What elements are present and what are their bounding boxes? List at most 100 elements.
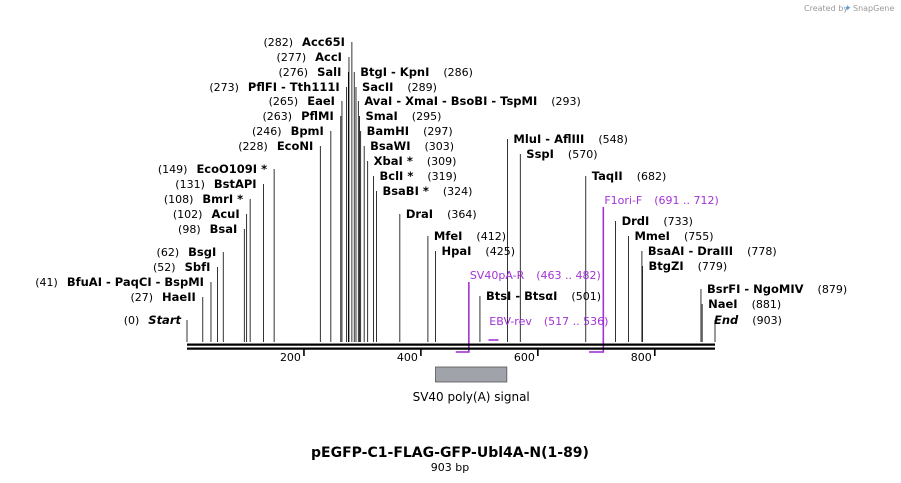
primer-name: F1ori-F xyxy=(604,194,642,207)
enzyme-name: EaeI xyxy=(307,94,335,108)
enzyme-name: BsoBI xyxy=(451,94,488,108)
credit-prefix: Created by xyxy=(804,4,848,13)
name-separator: - xyxy=(387,65,400,79)
enzyme-label-bstapi: (131) BstAPI xyxy=(175,177,256,191)
enzyme-label-bmri: (108) BmrI * xyxy=(164,192,243,206)
enzyme-label-bsaai: BsaAI - DraIII (778) xyxy=(648,244,777,258)
enzyme-site-text: BsrFI - NgoMIV (879) xyxy=(707,282,847,296)
enzyme-site-text: MmeI (755) xyxy=(634,229,713,243)
enzyme-site-text: (282) Acc65I xyxy=(263,35,344,49)
enzyme-label-bsabi: BsaBI * (324) xyxy=(382,184,472,198)
enzyme-name: AcuI xyxy=(211,207,239,221)
enzyme-name: TaqII xyxy=(592,169,623,183)
enzyme-site-text: (52) SbfI xyxy=(153,260,210,274)
start-label: (0) Start xyxy=(124,313,182,327)
features: SV40 poly(A) signal xyxy=(413,366,530,404)
enzyme-label-sspi: SspI (570) xyxy=(526,147,597,161)
enzyme-label-sali: (276) SalI xyxy=(279,65,342,79)
enzyme-label-econi: (228) EcoNI xyxy=(238,139,313,153)
enzyme-label-pflmi: (263) PflMI xyxy=(262,109,333,123)
enzyme-label-bamhi: BamHI (297) xyxy=(367,124,453,138)
cut-position: (273) xyxy=(209,81,239,94)
enzyme-name: Tth111I xyxy=(290,80,340,94)
cut-position: (41) xyxy=(35,276,58,289)
enzyme-site-text: (276) SalI xyxy=(279,65,342,79)
enzyme-site-text: BsaWI (303) xyxy=(370,139,454,153)
enzyme-name: SalI xyxy=(317,65,341,79)
enzyme-name: SspI xyxy=(526,147,554,161)
primer-range: (463 .. 482) xyxy=(536,269,601,282)
enzyme-site-text: (277) AccI xyxy=(277,50,342,64)
enzyme-label-bpmi: (246) BpmI xyxy=(252,124,324,138)
primer-f1ori-f: F1ori-F (691 .. 712) xyxy=(589,194,719,353)
cut-position: (733) xyxy=(663,215,693,228)
name-separator: - xyxy=(511,289,524,303)
cut-position: (62) xyxy=(157,246,180,259)
enzyme-site-text: BsaBI * (324) xyxy=(382,184,472,198)
enzyme-label-acci: (277) AccI xyxy=(277,50,342,64)
enzyme-name: BstAPI xyxy=(214,177,257,191)
cut-position: (755) xyxy=(684,230,714,243)
enzyme-site-text: (27) HaeII xyxy=(130,290,195,304)
enzyme-label-pflfi: (273) PflFI - Tth111I xyxy=(209,80,339,94)
enzyme-label-btsi: BtsI - BtsαI (501) xyxy=(486,289,601,303)
enzyme-label-acc65i: (282) Acc65I xyxy=(263,35,344,49)
enzyme-name: XmaI xyxy=(405,94,438,108)
cut-position: (289) xyxy=(407,81,437,94)
enzyme-site-text: (98) BsaI xyxy=(178,222,237,236)
enzyme-site-text: MluI - AflIII (548) xyxy=(513,132,628,146)
enzyme-name: DraI xyxy=(406,207,433,221)
enzyme-label-naei: NaeI (881) xyxy=(708,297,781,311)
cut-position: (364) xyxy=(447,208,477,221)
enzyme-name: BtsαI xyxy=(524,289,557,303)
name-separator: - xyxy=(740,282,753,296)
end-name: End xyxy=(714,313,739,327)
enzyme-site-text: SmaI (295) xyxy=(365,109,441,123)
enzyme-site-text: NaeI (881) xyxy=(708,297,781,311)
feature-label: SV40 poly(A) signal xyxy=(413,390,530,404)
name-separator: - xyxy=(152,275,165,289)
enzyme-name: BpmI xyxy=(291,124,324,138)
cut-position: (297) xyxy=(423,125,453,138)
enzyme-site-text: BclI * (319) xyxy=(380,169,457,183)
enzyme-name: BtgZI xyxy=(648,259,683,273)
primer-name: EBV-rev xyxy=(489,315,532,328)
enzyme-site-text: SspI (570) xyxy=(526,147,597,161)
primer-label: F1ori-F (691 .. 712) xyxy=(604,194,719,207)
enzyme-name: DrdI xyxy=(622,214,650,228)
enzyme-site-text: BtsI - BtsαI (501) xyxy=(486,289,601,303)
feature-box xyxy=(435,366,508,383)
enzyme-name: MfeI xyxy=(434,229,463,243)
name-separator: - xyxy=(277,80,290,94)
name-separator: - xyxy=(102,275,115,289)
enzyme-label-btgi: BtgI - KpnI (286) xyxy=(360,65,473,79)
enzyme-name: EcoNI xyxy=(277,139,313,153)
enzyme-label-eaei: (265) EaeI xyxy=(269,94,335,108)
axis: 200 400 600 800 xyxy=(280,349,656,364)
enzyme-site-text: XbaI * (309) xyxy=(374,154,457,168)
cut-position: (548) xyxy=(598,133,628,146)
enzyme-label-bcli: BclI * (319) xyxy=(380,169,457,183)
enzyme-name: AflIII xyxy=(554,132,584,146)
cut-position: (228) xyxy=(238,140,268,153)
cut-position: (881) xyxy=(752,298,782,311)
enzyme-label-ecoo109i: (149) EcoO109I * xyxy=(158,162,267,176)
primer-ebv-rev: EBV-rev (517 .. 536) xyxy=(488,315,608,341)
enzyme-label-drdi: DrdI (733) xyxy=(622,214,693,228)
enzyme-label-taqii: TaqII (682) xyxy=(592,169,667,183)
end-label: End (903) xyxy=(714,313,782,327)
primer-name: SV40pA-R xyxy=(470,269,525,282)
cut-position: (412) xyxy=(476,230,506,243)
enzyme-label-bsawi: BsaWI (303) xyxy=(370,139,454,153)
enzyme-site-text: (102) AcuI xyxy=(173,207,240,221)
enzyme-label-avai: AvaI - XmaI - BsoBI - TspMI (293) xyxy=(364,94,581,108)
enzyme-label-bsai: (98) BsaI xyxy=(178,222,237,236)
enzyme-name: PflMI xyxy=(301,109,334,123)
enzyme-name: BsaI xyxy=(210,222,238,236)
cut-position: (295) xyxy=(412,110,442,123)
name-separator: - xyxy=(541,132,554,146)
enzyme-name: TspMI xyxy=(500,94,537,108)
cut-position: (108) xyxy=(164,193,194,206)
primer-sv40pa-r: SV40pA-R (463 .. 482) xyxy=(455,269,601,353)
